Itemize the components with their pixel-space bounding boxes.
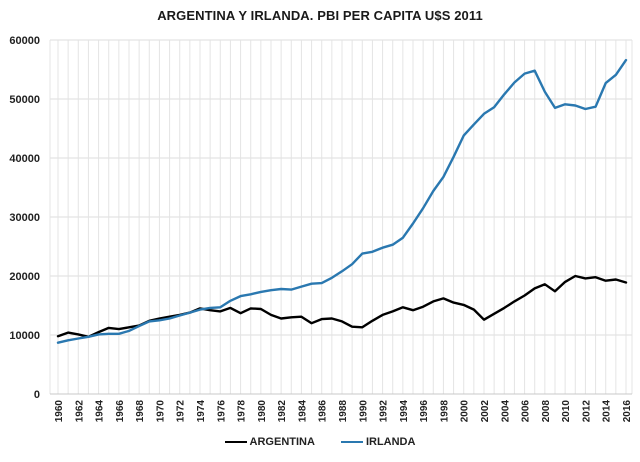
y-axis-ticks: 0 10000 20000 30000 40000 50000 60000: [9, 35, 40, 401]
x-tick-label: 2006: [521, 400, 532, 423]
x-tick-label: 1996: [419, 400, 430, 423]
x-tick-label: 2014: [602, 400, 613, 423]
x-tick-label: 2016: [622, 400, 633, 423]
x-tick-label: 1994: [399, 400, 410, 423]
y-tick-label: 50000: [9, 94, 40, 106]
x-axis-ticks: 1960 1962 1964 1966 1968 1970 1972 1974 1976 1978…: [54, 400, 633, 423]
y-tick-label: 0: [34, 389, 40, 401]
series-line-irlanda: [56, 58, 628, 344]
x-tick-label: 1972: [176, 400, 187, 423]
x-tick-label: 2008: [541, 400, 552, 423]
x-tick-label: 1964: [95, 400, 106, 423]
x-tick-label: 1976: [216, 400, 227, 423]
y-tick-label: 40000: [9, 153, 40, 165]
series-lines: [56, 58, 628, 344]
legend: ARGENTINA IRLANDA: [0, 436, 640, 448]
y-tick-label: 30000: [9, 212, 40, 224]
legend-item-argentina: ARGENTINA: [224, 436, 315, 448]
x-tick-label: 1966: [115, 400, 126, 423]
legend-label-argentina: ARGENTINA: [249, 436, 315, 448]
legend-swatch-argentina: [224, 441, 247, 443]
x-tick-label: 1978: [237, 400, 248, 423]
legend-swatch-irlanda: [340, 441, 363, 443]
x-tick-label: 1970: [155, 400, 166, 423]
x-tick-label: 2004: [500, 400, 511, 423]
x-tick-label: 1988: [338, 400, 349, 423]
x-tick-label: 1990: [358, 400, 369, 423]
x-tick-label: 2000: [460, 400, 471, 423]
x-tick-label: 2010: [561, 400, 572, 423]
x-tick-label: 1968: [135, 400, 146, 423]
x-tick-label: 1992: [379, 400, 390, 423]
legend-item-irlanda: IRLANDA: [340, 436, 416, 448]
x-tick-label: 1960: [54, 400, 65, 423]
x-tick-label: 1998: [439, 400, 450, 423]
x-tick-label: 1982: [277, 400, 288, 423]
x-tick-label: 2012: [581, 400, 592, 423]
x-tick-label: 1980: [257, 400, 268, 423]
x-tick-label: 1984: [297, 400, 308, 423]
x-tick-label: 1974: [196, 400, 207, 423]
y-tick-label: 10000: [9, 330, 40, 342]
chart-title: ARGENTINA Y IRLANDA. PBI PER CAPITA U$S …: [157, 8, 483, 23]
x-tick-label: 1962: [74, 400, 85, 423]
y-tick-label: 20000: [9, 271, 40, 283]
x-tick-label: 2002: [480, 400, 491, 423]
x-tick-label: 1986: [318, 400, 329, 423]
legend-label-irlanda: IRLANDA: [365, 436, 416, 448]
y-tick-label: 60000: [9, 35, 40, 47]
